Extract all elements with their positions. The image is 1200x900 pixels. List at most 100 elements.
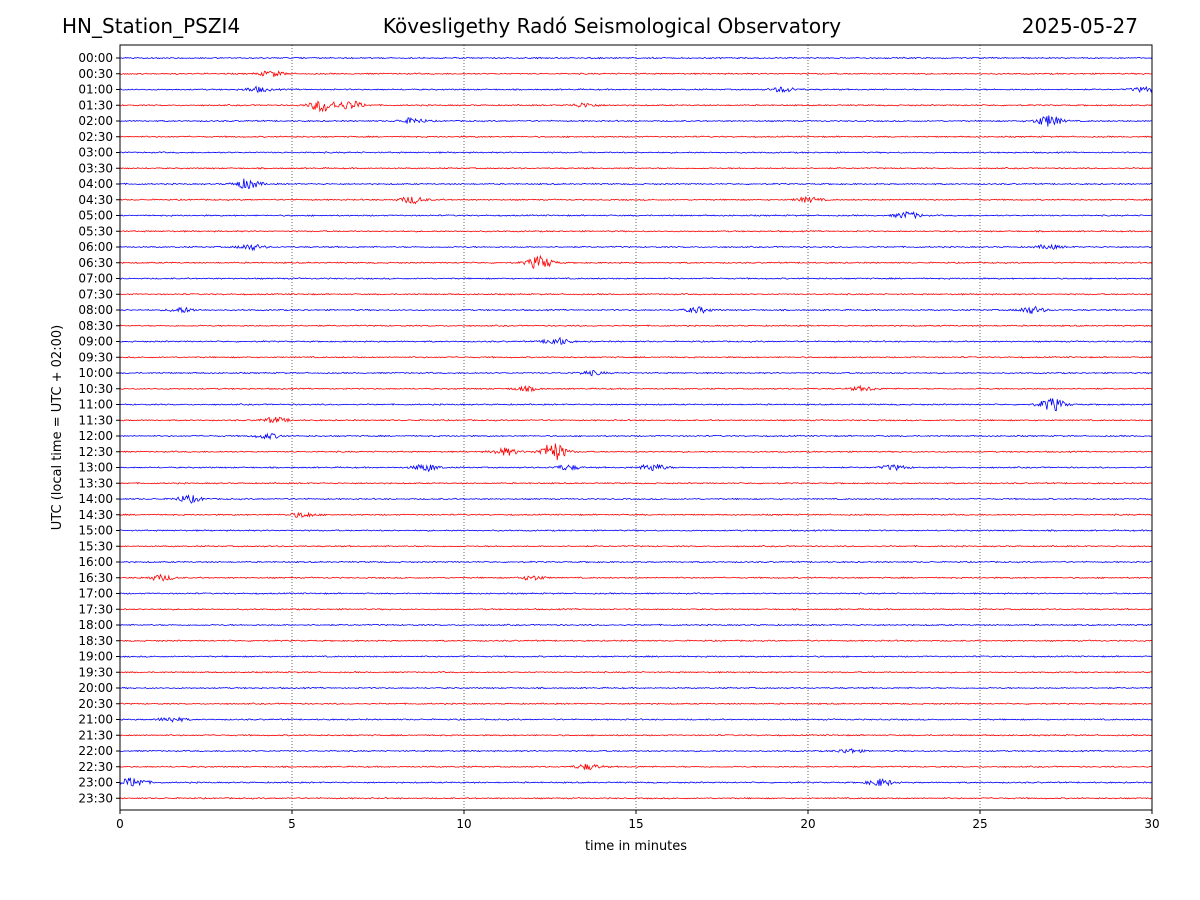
y-tick-label-03:30: 03:30	[78, 161, 113, 175]
trace-05:30	[119, 229, 1153, 233]
trace-10:30	[119, 384, 1153, 393]
trace-18:30	[119, 639, 1153, 643]
y-tick-label-20:30: 20:30	[78, 697, 113, 711]
y-tick-label-09:30: 09:30	[78, 350, 113, 364]
trace-21:30	[119, 733, 1153, 737]
trace-17:30	[119, 607, 1153, 611]
y-tick-label-05:30: 05:30	[78, 224, 113, 238]
y-tick-label-13:00: 13:00	[78, 461, 113, 475]
trace-00:30	[119, 70, 1153, 78]
y-tick-label-18:30: 18:30	[78, 634, 113, 648]
y-tick-label-04:30: 04:30	[78, 193, 113, 207]
x-tick-label-5: 5	[288, 817, 296, 831]
y-tick-label-17:30: 17:30	[78, 602, 113, 616]
trace-13:00	[119, 463, 1153, 473]
trace-01:00	[119, 85, 1153, 94]
y-tick-label-06:30: 06:30	[78, 256, 113, 270]
y-tick-label-19:00: 19:00	[78, 650, 113, 664]
y-tick-label-19:30: 19:30	[78, 665, 113, 679]
trace-15:30	[119, 544, 1153, 548]
y-axis-label: UTC (local time = UTC + 02:00)	[50, 325, 65, 530]
trace-06:00	[119, 243, 1153, 252]
observatory-title: Kövesligethy Radó Seismological Observat…	[382, 14, 842, 38]
y-tick-label-21:00: 21:00	[78, 713, 113, 727]
trace-03:00	[119, 151, 1153, 154]
trace-06:30	[119, 254, 1153, 270]
y-tick-label-12:00: 12:00	[78, 429, 113, 443]
y-tick-label-11:30: 11:30	[78, 413, 113, 427]
y-tick-label-05:00: 05:00	[78, 209, 113, 223]
y-tick-label-08:00: 08:00	[78, 303, 113, 317]
x-tick-label-10: 10	[456, 817, 471, 831]
trace-00:00	[119, 56, 1153, 60]
trace-05:00	[119, 210, 1153, 220]
trace-03:30	[119, 166, 1153, 170]
trace-07:00	[119, 277, 1153, 280]
y-tick-label-02:00: 02:00	[78, 114, 113, 128]
y-tick-label-16:30: 16:30	[78, 571, 113, 585]
y-tick-label-01:00: 01:00	[78, 83, 113, 97]
trace-02:30	[119, 135, 1153, 139]
y-tick-label-20:00: 20:00	[78, 681, 113, 695]
y-tick-label-23:30: 23:30	[78, 791, 113, 805]
trace-19:30	[119, 670, 1153, 674]
y-tick-label-03:00: 03:00	[78, 146, 113, 160]
station-title: HN_Station_PSZI4	[62, 14, 241, 38]
trace-08:30	[119, 324, 1153, 328]
y-tick-label-04:00: 04:00	[78, 177, 113, 191]
y-tick-label-18:00: 18:00	[78, 618, 113, 632]
trace-13:30	[119, 481, 1153, 485]
y-tick-label-10:30: 10:30	[78, 382, 113, 396]
trace-08:00	[119, 305, 1153, 314]
y-tick-label-22:00: 22:00	[78, 744, 113, 758]
y-tick-label-21:30: 21:30	[78, 728, 113, 742]
trace-22:30	[119, 763, 1153, 771]
trace-11:30	[119, 416, 1153, 424]
trace-16:30	[119, 573, 1153, 582]
y-tick-label-13:30: 13:30	[78, 476, 113, 490]
trace-16:00	[119, 560, 1153, 564]
x-axis-label: time in minutes	[585, 839, 687, 854]
trace-01:30	[119, 100, 1153, 113]
trace-09:30	[119, 355, 1153, 359]
date-title: 2025-05-27	[1021, 14, 1138, 38]
trace-09:00	[119, 336, 1153, 345]
trace-10:00	[119, 369, 1153, 377]
x-tick-label-15: 15	[628, 817, 643, 831]
trace-07:30	[119, 292, 1153, 296]
trace-14:30	[119, 511, 1153, 519]
x-tick-label-0: 0	[116, 817, 124, 831]
y-tick-label-07:00: 07:00	[78, 272, 113, 286]
y-tick-label-06:00: 06:00	[78, 240, 113, 254]
y-tick-label-11:00: 11:00	[78, 398, 113, 412]
trace-23:00	[119, 777, 1153, 787]
y-tick-label-00:00: 00:00	[78, 51, 113, 65]
trace-11:00	[119, 398, 1153, 412]
trace-12:00	[119, 432, 1153, 441]
trace-17:00	[119, 592, 1153, 595]
y-tick-label-16:00: 16:00	[78, 555, 113, 569]
x-tick-label-20: 20	[800, 817, 815, 831]
y-tick-label-01:30: 01:30	[78, 98, 113, 112]
y-tick-label-22:30: 22:30	[78, 760, 113, 774]
trace-20:00	[119, 686, 1153, 690]
y-tick-label-15:00: 15:00	[78, 524, 113, 538]
trace-21:00	[119, 716, 1153, 723]
trace-19:00	[119, 655, 1153, 658]
x-tick-label-30: 30	[1144, 817, 1159, 831]
y-tick-label-07:30: 07:30	[78, 287, 113, 301]
y-tick-label-15:30: 15:30	[78, 539, 113, 553]
trace-15:00	[119, 529, 1153, 532]
y-tick-label-00:30: 00:30	[78, 67, 113, 81]
trace-02:00	[119, 115, 1153, 127]
trace-14:00	[119, 493, 1153, 504]
trace-04:00	[119, 178, 1153, 189]
y-tick-label-14:30: 14:30	[78, 508, 113, 522]
y-tick-label-09:00: 09:00	[78, 335, 113, 349]
y-tick-label-14:00: 14:00	[78, 492, 113, 506]
y-tick-label-10:00: 10:00	[78, 366, 113, 380]
trace-04:30	[119, 195, 1153, 205]
y-tick-label-08:30: 08:30	[78, 319, 113, 333]
trace-18:00	[119, 623, 1153, 627]
